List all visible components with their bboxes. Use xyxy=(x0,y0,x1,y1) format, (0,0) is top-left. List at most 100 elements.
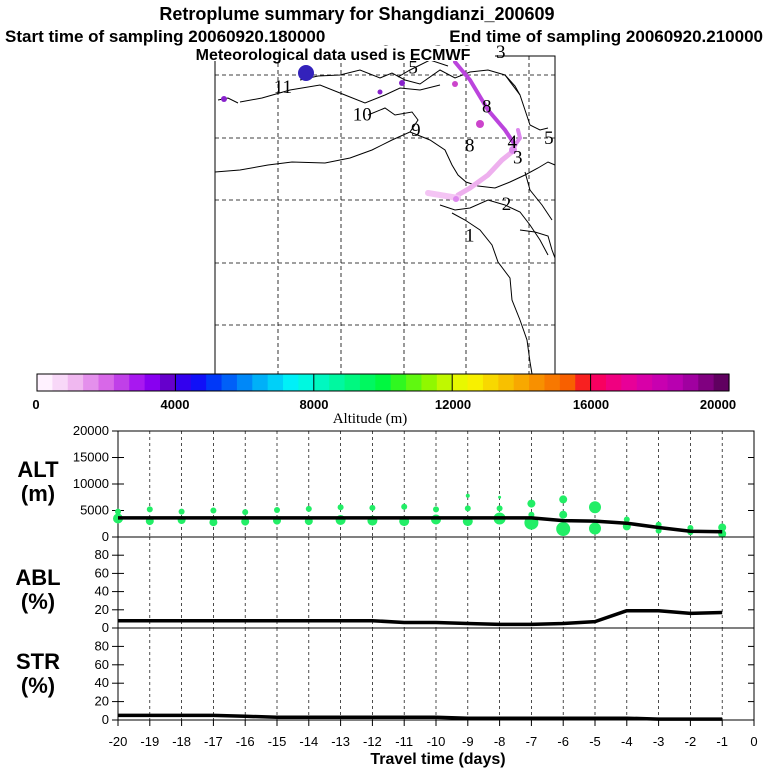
str-panel-label: STR xyxy=(16,649,60,674)
altitude-cluster-point xyxy=(209,518,218,527)
colorbar-swatch xyxy=(221,374,238,391)
trajectory-map: 12345889101138356 xyxy=(214,42,556,375)
altitude-cluster-point xyxy=(369,504,376,511)
map-coastlines xyxy=(214,59,556,375)
colorbar-tick-0: 0 xyxy=(32,397,39,412)
xtick-label: -10 xyxy=(427,734,446,749)
colorbar-swatch xyxy=(452,374,469,391)
map-markers xyxy=(221,65,517,202)
xtick-label: -7 xyxy=(526,734,538,749)
cluster-marker-1 xyxy=(453,196,459,202)
altitude-cluster-point xyxy=(274,507,280,513)
map-cluster-label: 8 xyxy=(482,97,492,118)
ytick-label: 60 xyxy=(95,565,109,580)
altitude-cluster-point xyxy=(401,503,408,510)
str-panel-unit: (%) xyxy=(21,673,55,698)
altitude-cluster-point xyxy=(559,510,568,519)
altitude-cluster-point xyxy=(464,505,471,512)
colorbar-swatch xyxy=(529,374,546,391)
series-line-str xyxy=(118,713,723,721)
xtick-label: -20 xyxy=(109,734,128,749)
colorbar-tick-20000: 20000 xyxy=(700,397,736,412)
colorbar-swatch xyxy=(406,374,423,391)
series-line-abl xyxy=(118,608,723,627)
colorbar-swatch xyxy=(667,374,684,391)
ytick-label: 40 xyxy=(95,675,109,690)
colorbar-swatch xyxy=(144,374,161,391)
xtick-label: -11 xyxy=(395,734,413,749)
colorbar-swatch xyxy=(236,374,253,391)
colorbar-swatch xyxy=(575,374,592,391)
xtick-label: -16 xyxy=(236,734,255,749)
colorbar-swatch xyxy=(513,374,530,391)
cluster-marker-5 xyxy=(377,89,383,95)
colorbar-swatch xyxy=(283,374,300,391)
colorbar-swatch xyxy=(482,374,499,391)
colorbar-swatch xyxy=(329,374,346,391)
ytick-label: 0 xyxy=(102,620,109,635)
xtick-label: -17 xyxy=(204,734,223,749)
xtick-label: -9 xyxy=(462,734,474,749)
cluster-marker-8b xyxy=(476,120,484,128)
coastline-north xyxy=(299,69,521,96)
xtick-label: -5 xyxy=(589,734,601,749)
map-cluster-label: 1 xyxy=(465,225,475,246)
coastline-4 xyxy=(409,131,556,189)
altitude-cluster-point xyxy=(465,493,470,498)
colorbar-swatch xyxy=(498,374,515,391)
panel-str: 0 20 40 60 80 xyxy=(95,627,755,727)
altitude-cluster-point xyxy=(556,522,571,536)
alt-panel-unit: (m) xyxy=(21,481,55,506)
altitude-cluster-point xyxy=(498,495,502,499)
altitude-cluster-point xyxy=(589,501,601,514)
map-cluster-label: 9 xyxy=(411,120,421,141)
colorbar-swatch xyxy=(252,374,269,391)
ytick-label: 15000 xyxy=(73,450,109,465)
altitude-cluster-point xyxy=(559,495,568,504)
cluster-marker-3 xyxy=(399,80,405,86)
colorbar-swatch xyxy=(636,374,653,391)
cluster-marker-2 xyxy=(509,146,517,154)
altitude-cluster-point xyxy=(242,509,249,516)
meteorological-data-label: Meteorological data used is ECMWF xyxy=(196,47,471,64)
colorbar-swatch xyxy=(37,374,53,391)
colorbar-swatch xyxy=(652,374,669,391)
colorbar-swatch xyxy=(113,374,130,391)
ytick-label: 20000 xyxy=(73,423,109,438)
met-label-background xyxy=(177,46,495,61)
altitude-cluster-point xyxy=(589,522,601,535)
colorbar-swatch xyxy=(129,374,146,391)
colorbar-swatch xyxy=(436,374,453,391)
altitude-cluster-point xyxy=(305,505,312,512)
coastline-8 xyxy=(519,229,556,259)
colorbar-swatch xyxy=(544,374,561,391)
map-cluster-label: 3 xyxy=(496,42,506,63)
map-cluster-label: 10 xyxy=(353,105,372,126)
colorbar-tick-16000: 16000 xyxy=(573,397,609,412)
xtick-label: -4 xyxy=(621,734,633,749)
ytick-label: 20 xyxy=(95,602,109,617)
colorbar-tick-4000: 4000 xyxy=(161,397,190,412)
colorbar-swatch xyxy=(298,374,315,391)
altitude-cluster-point xyxy=(623,516,630,523)
colorbar-swatch xyxy=(98,374,115,391)
ytick-label: 40 xyxy=(95,584,109,599)
ytick-label: 0 xyxy=(102,529,109,544)
colorbar-swatch xyxy=(713,374,730,391)
colorbar-swatch xyxy=(175,374,192,391)
coastline-3 xyxy=(214,107,419,173)
colorbar-swatch xyxy=(52,374,69,391)
colorbar-tick-8000: 8000 xyxy=(300,397,329,412)
map-cluster-label: 5 xyxy=(544,128,554,149)
x-axis: -20 -19 -18 -17 -16 -15 -14 -13 -12 -11 -10 -9 -8 -7-… xyxy=(109,720,758,749)
map-cluster-label: 5 xyxy=(408,58,418,79)
start-time-label: Start time of sampling 20060920.180000 xyxy=(5,27,325,46)
xtick-label: -19 xyxy=(140,734,159,749)
altitude-cluster-point xyxy=(433,506,439,513)
panel-abl: 0 20 40 60 80 xyxy=(95,536,755,635)
xtick-label: -2 xyxy=(685,734,697,749)
colorbar-label: Altitude (m) xyxy=(333,411,408,427)
colorbar-swatch xyxy=(267,374,284,391)
altitude-cluster-point xyxy=(496,505,503,512)
